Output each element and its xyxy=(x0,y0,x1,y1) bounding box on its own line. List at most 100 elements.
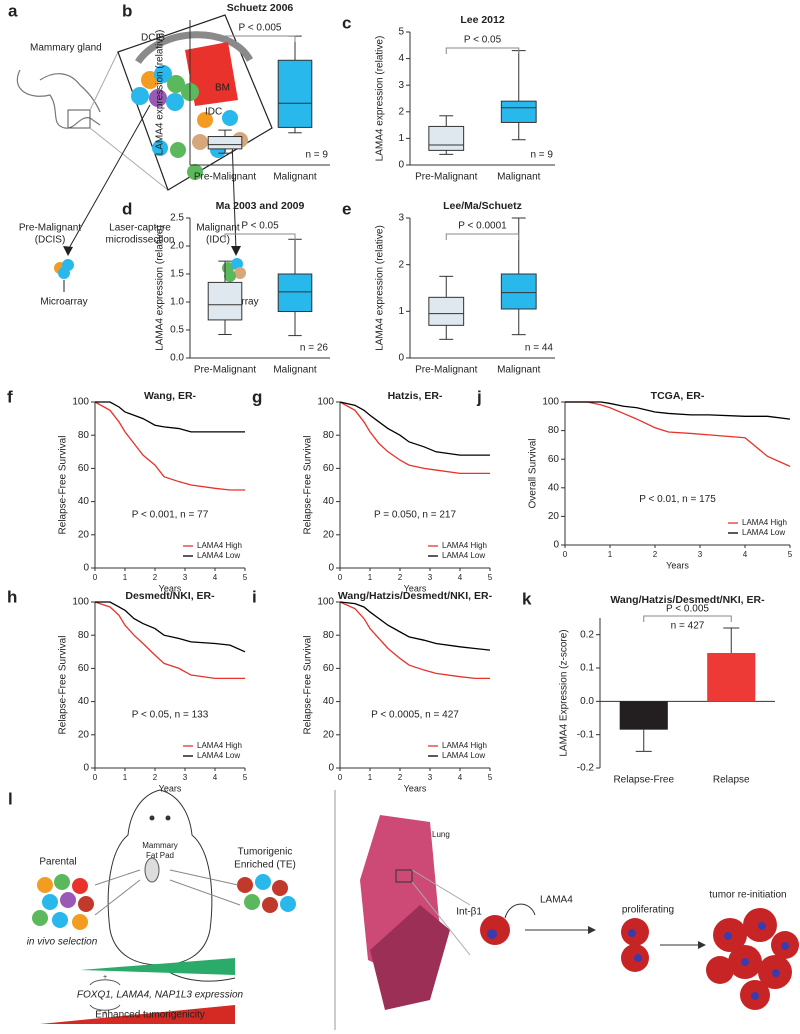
sample-size: n = 427 xyxy=(671,621,705,632)
x-tick-label: Pre-Malignant xyxy=(194,365,256,376)
y-tick-label: 0 xyxy=(398,160,404,171)
legend-label: LAMA4 High xyxy=(442,541,487,550)
label: microdissection xyxy=(106,235,175,246)
y-axis-label: Relapse-Free Survival xyxy=(303,636,314,735)
y-axis-label: Relapse-Free Survival xyxy=(58,436,69,535)
panel-letter: j xyxy=(476,387,482,406)
mouse xyxy=(107,789,213,966)
x-tick-label: 4 xyxy=(458,573,463,582)
chart-title: Lee 2012 xyxy=(460,14,505,26)
y-tick-label: 80 xyxy=(548,425,560,436)
label: (DCIS) xyxy=(35,235,66,246)
box xyxy=(207,281,243,321)
x-tick-label: 2 xyxy=(653,550,658,559)
chart-title: Wang/Hatzis/Desmedt/NKI, ER- xyxy=(338,590,493,602)
mammary-outline xyxy=(16,69,101,129)
label: Enriched (TE) xyxy=(234,860,296,871)
chart-title: TCGA, ER- xyxy=(651,390,705,402)
survival-curve xyxy=(94,601,245,680)
y-tick-label: 0.1 xyxy=(580,663,594,674)
x-tick-label: 4 xyxy=(743,550,748,559)
survival-curve xyxy=(95,401,245,433)
x-tick-label: 0 xyxy=(93,773,98,782)
y-tick-label: 0 xyxy=(83,763,89,774)
bar xyxy=(619,701,668,730)
legend-label: LAMA4 High xyxy=(742,518,787,527)
survival-curve xyxy=(339,601,491,651)
y-axis-label: Relapse-Free Survival xyxy=(303,436,314,535)
arrow xyxy=(231,139,237,251)
y-tick-label: 100 xyxy=(542,397,559,408)
arrowhead xyxy=(63,246,73,256)
label: IDC xyxy=(205,107,222,118)
y-tick-label: 1 xyxy=(398,306,404,317)
survival-curve xyxy=(339,601,490,680)
panel-letter: g xyxy=(252,387,262,406)
p-value: P < 0.05 xyxy=(241,221,279,232)
chart-title: Desmedt/NKI, ER- xyxy=(125,590,215,602)
y-tick-label: 0 xyxy=(328,763,334,774)
label: in vivo selection xyxy=(27,937,98,948)
x-tick-label: Relapse xyxy=(713,775,750,786)
legend-label: LAMA4 Low xyxy=(197,551,240,560)
basement-membrane xyxy=(135,31,254,65)
x-tick-label: 0 xyxy=(338,573,343,582)
x-tick-label: 1 xyxy=(123,573,128,582)
x-tick-label: 5 xyxy=(788,550,793,559)
x-tick-label: 3 xyxy=(183,573,188,582)
panel-letter: f xyxy=(7,387,13,406)
y-tick-label: 20 xyxy=(78,729,90,740)
label: proliferating xyxy=(622,905,674,916)
label: Pre-Malignant xyxy=(19,223,81,234)
x-tick-label: Pre-Malignant xyxy=(415,172,477,183)
legend-label: LAMA4 Low xyxy=(442,551,485,560)
panel-letter: h xyxy=(7,587,17,606)
panel-letter: i xyxy=(252,587,257,606)
y-tick-label: 1 xyxy=(398,133,404,144)
zoom-line xyxy=(89,51,119,111)
x-tick-label: 4 xyxy=(213,573,218,582)
box xyxy=(277,59,313,128)
legend-label: LAMA4 Low xyxy=(442,751,485,760)
y-tick-label: 40 xyxy=(548,482,560,493)
y-tick-label: 40 xyxy=(78,696,90,707)
label: Laser-capture xyxy=(109,223,171,234)
y-axis-label: LAMA4 expression (relative) xyxy=(375,36,386,162)
zoom-box xyxy=(67,109,91,129)
chart-title: Lee/Ma/Schuetz xyxy=(443,200,522,212)
survival-curve xyxy=(94,401,245,491)
y-tick-label: 100 xyxy=(72,597,89,608)
y-tick-label: 0.2 xyxy=(580,629,594,640)
y-tick-label: 80 xyxy=(78,630,90,641)
p-value: P < 0.05 xyxy=(464,35,502,46)
survival-curve xyxy=(565,401,791,467)
y-tick-label: 0 xyxy=(328,563,334,574)
label: Mammary gland xyxy=(30,43,102,54)
y-tick-label: 60 xyxy=(323,663,335,674)
label: Fat Pad xyxy=(146,851,174,860)
label: Malignant xyxy=(196,223,240,234)
y-tick-label: -0.1 xyxy=(577,729,595,740)
label: + xyxy=(103,974,107,981)
sample-size: n = 26 xyxy=(300,343,329,354)
x-tick-label: 4 xyxy=(458,773,463,782)
label: Enhanced tumorigenicity xyxy=(95,1010,205,1021)
legend-label: LAMA4 High xyxy=(442,741,487,750)
x-tick-label: 0 xyxy=(93,573,98,582)
x-tick-label: Pre-Malignant xyxy=(415,365,477,376)
y-tick-label: 1.5 xyxy=(170,269,184,280)
x-tick-label: Pre-Malignant xyxy=(194,172,256,183)
significance-bracket xyxy=(445,47,520,54)
y-tick-label: 3 xyxy=(398,213,404,224)
x-tick-label: 3 xyxy=(428,573,433,582)
p-value: P < 0.0001 xyxy=(458,221,507,232)
label: Mammary xyxy=(142,841,178,850)
significance-bracket xyxy=(643,615,732,622)
annotation: P < 0.05, n = 133 xyxy=(132,710,209,721)
x-tick-label: 3 xyxy=(428,773,433,782)
y-tick-label: 20 xyxy=(78,529,90,540)
sample-size: n = 9 xyxy=(305,150,328,161)
x-tick-label: Relapse-Free xyxy=(613,775,674,786)
gradient-wedge xyxy=(80,958,235,975)
